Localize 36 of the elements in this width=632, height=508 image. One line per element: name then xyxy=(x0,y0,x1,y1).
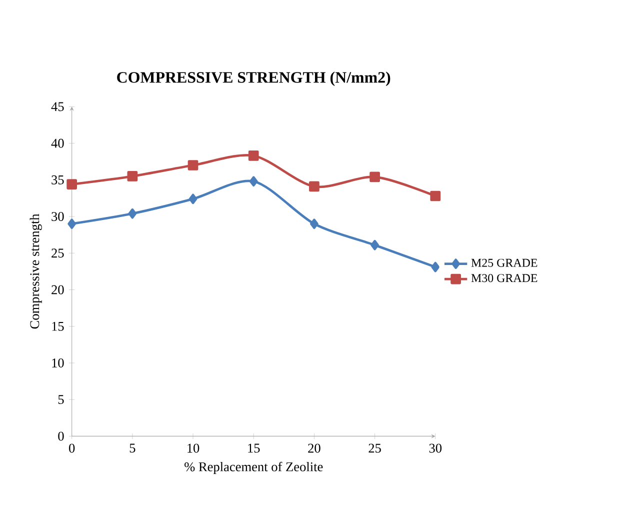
point xyxy=(66,179,78,190)
point xyxy=(188,160,198,170)
y-tick-label: 40 xyxy=(51,138,64,148)
point xyxy=(128,208,137,219)
y-axis-title: Compressive strength xyxy=(30,214,42,329)
y-tick-label: 10 xyxy=(52,358,64,368)
y-tick-label: 0 xyxy=(58,432,64,441)
point xyxy=(127,171,138,182)
point xyxy=(431,262,440,272)
point xyxy=(430,190,441,202)
x-tick-label: 25 xyxy=(368,444,381,453)
x-tick-label: 0 xyxy=(69,444,75,453)
y-tick-label: 20 xyxy=(52,285,64,294)
point xyxy=(248,150,259,161)
point xyxy=(188,194,198,204)
x-tick-label: 5 xyxy=(130,444,136,453)
point xyxy=(68,218,76,230)
y-tick-label: 25 xyxy=(52,248,64,258)
y-tick-label: 30 xyxy=(52,212,64,221)
point xyxy=(249,176,258,187)
legend-label: M25 GRADE xyxy=(471,258,538,267)
point xyxy=(310,218,318,230)
x-tick-label: 20 xyxy=(308,444,320,453)
x-tick-label: 15 xyxy=(248,444,260,453)
y-tick-label: 15 xyxy=(52,322,64,331)
legend-label: M30 GRADE xyxy=(471,274,538,282)
chart-title: COMPRESSIVE STRENGTH (N/mm2) xyxy=(117,72,390,86)
y-tick-label: 5 xyxy=(58,395,64,404)
y-tick-label: 35 xyxy=(52,175,64,184)
y-tick-label: 45 xyxy=(51,102,64,112)
x-axis-title: % Replacement of Zeolite xyxy=(184,462,323,474)
x-tick-label: 10 xyxy=(188,444,200,453)
point xyxy=(309,181,320,192)
x-tick-label: 30 xyxy=(429,444,442,453)
point xyxy=(370,172,380,182)
point xyxy=(370,240,379,250)
